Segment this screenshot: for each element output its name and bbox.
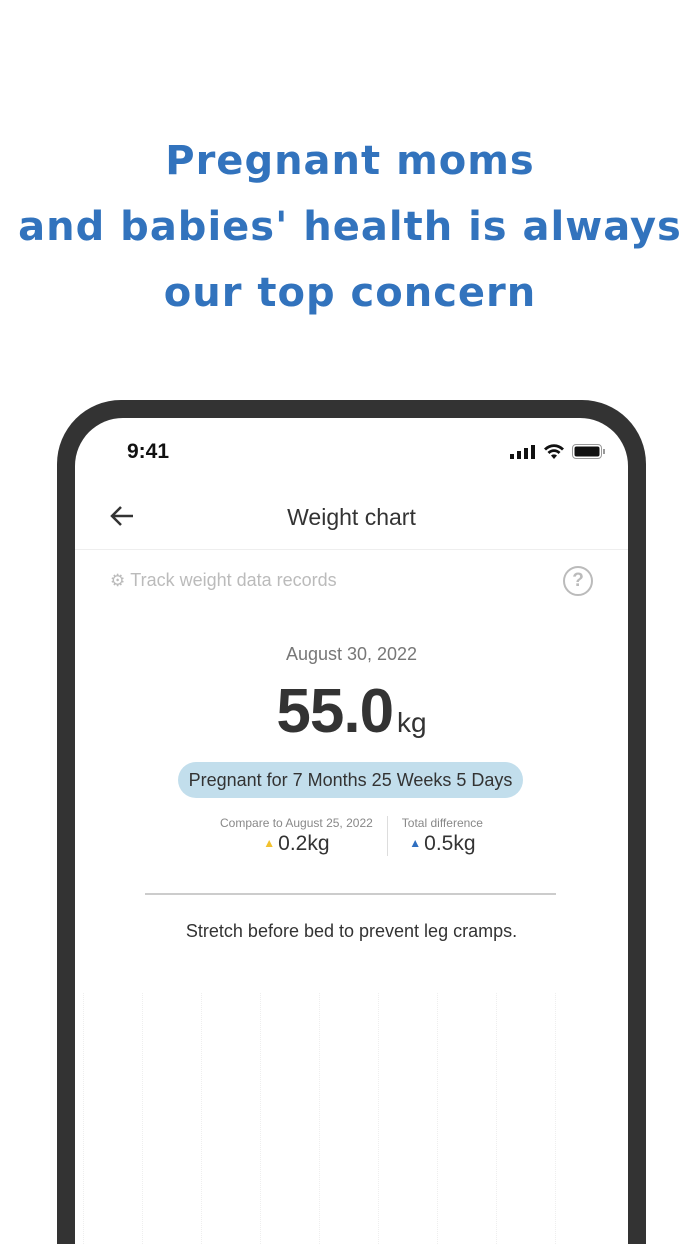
pregnancy-badge: Pregnant for 7 Months 25 Weeks 5 Days [178,762,523,798]
wifi-icon [544,444,564,459]
up-triangle-icon: ▲ [263,836,276,850]
grid-line [260,993,261,1244]
status-icons [510,444,606,459]
nav-bar: Weight chart [75,498,628,550]
track-records-link[interactable]: ⚙ Track weight data records [110,570,337,591]
grid-line [378,993,379,1244]
battery-icon [572,444,605,459]
track-label: Track weight data records [130,570,337,590]
compare-value: 0.2kg [278,832,330,855]
grid-line [496,993,497,1244]
arrow-left-icon[interactable] [108,504,136,528]
compare-label: Compare to August 25, 2022 [220,816,373,830]
page-title: Weight chart [287,504,416,530]
headline-line: and babies' health is always [18,204,682,250]
weight-value: 55.0 [276,677,394,746]
grid-line [319,993,320,1244]
total-value: 0.5kg [424,832,476,855]
health-tip: Stretch before bed to prevent leg cramps… [185,921,518,941]
entry-date: August 30, 2022 [285,644,418,664]
up-triangle-icon: ▲ [409,836,422,850]
headline-line: Pregnant moms [165,138,535,184]
weight-display: 55.0 kg [75,676,628,747]
phone-screen: 9:41 Weight chart ⚙ Track weight data re… [75,418,628,1244]
grid-line [555,993,556,1244]
gear-icon: ⚙ [110,570,126,590]
grid-line [83,993,84,1244]
weight-unit: kg [397,707,427,738]
status-time: 9:41 [127,440,170,463]
grid-line [142,993,143,1244]
divider [145,893,556,895]
total-difference: Total difference ▲ 0.5kg [386,816,497,856]
signal-icon [510,445,535,459]
headline-line: our top concern [163,270,537,316]
comparison: Compare to August 25, 2022 ▲ 0.2kg Total … [75,816,628,856]
help-button[interactable]: ? [563,566,593,596]
compare-previous: Compare to August 25, 2022 ▲ 0.2kg [206,816,387,856]
grid-line [201,993,202,1244]
grid-line [437,993,438,1244]
headline: Pregnant moms and babies' health is alwa… [0,128,700,326]
total-label: Total difference [401,816,483,830]
